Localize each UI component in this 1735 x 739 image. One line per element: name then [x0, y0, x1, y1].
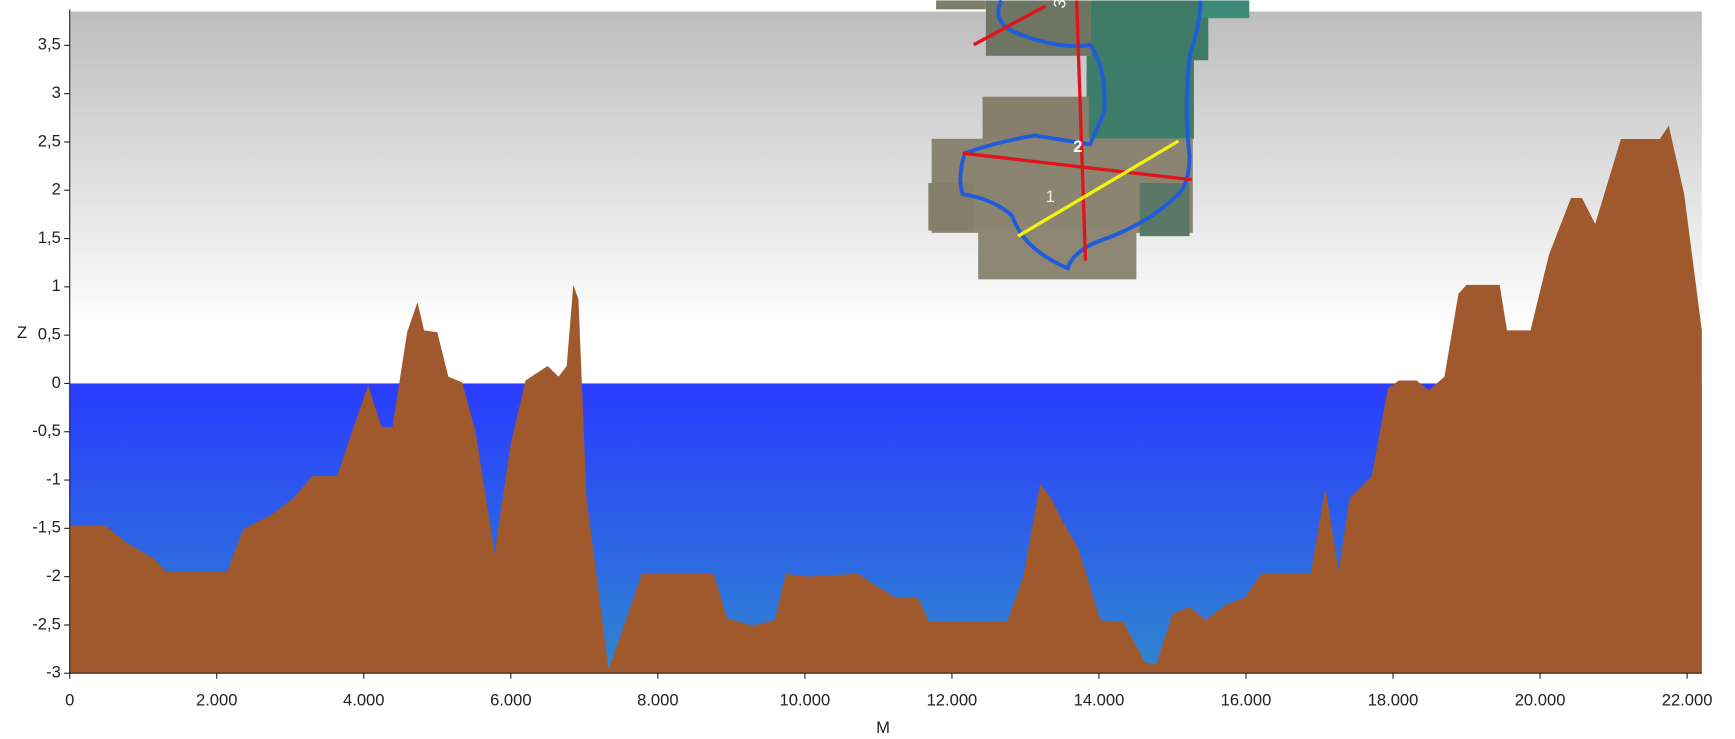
map-tile	[982, 96, 1089, 142]
inset-map: 1 2 3	[928, 0, 1250, 280]
section-line	[1017, 139, 1180, 238]
x-tick-label: 6.000	[490, 690, 532, 709]
y-tick-label: 0	[52, 373, 61, 392]
y-tick-label: -3	[46, 663, 61, 682]
y-tick-label: -2,5	[32, 614, 61, 633]
y-tick-label: -1,5	[32, 518, 61, 537]
y-tick-label: 2	[52, 180, 61, 199]
map-label: 3	[1050, 0, 1070, 10]
x-tick-label: 4.000	[343, 690, 384, 709]
section-line	[1074, 0, 1088, 261]
map-label: 2	[1073, 137, 1082, 156]
y-tick-label: 3	[52, 83, 61, 102]
x-tick-label: 8.000	[637, 690, 679, 709]
y-tick-label: 3,5	[38, 35, 61, 54]
plot-area	[69, 125, 1702, 674]
map-label: 1	[1046, 187, 1055, 206]
map-tile	[928, 183, 973, 231]
x-tick-label: 20.000	[1515, 690, 1566, 709]
y-axis-label: Z	[17, 323, 27, 342]
x-tick-label: 0	[65, 690, 74, 709]
section-line	[962, 151, 1192, 182]
y-tick-label: 2,5	[38, 131, 61, 150]
x-tick-label: 2.000	[196, 690, 238, 709]
y-tick-label: -2	[46, 566, 61, 585]
x-tick-label: 16.000	[1221, 690, 1272, 709]
x-tick-label: 12.000	[927, 690, 978, 709]
x-tick-label: 18.000	[1368, 690, 1419, 709]
y-tick-label: 0,5	[38, 325, 61, 344]
x-tick-label: 14.000	[1074, 690, 1125, 709]
y-tick-label: 1,5	[38, 228, 61, 247]
x-tick-label: 10.000	[780, 690, 831, 709]
y-tick-label: -1	[46, 469, 61, 488]
map-boundary	[958, 0, 1203, 271]
y-tick-label: -0,5	[32, 421, 61, 440]
x-axis-label: M	[876, 718, 890, 737]
map-tile	[1091, 0, 1209, 61]
map-tile	[936, 0, 986, 10]
terrain-area	[69, 125, 1702, 674]
y-tick-label: 1	[52, 276, 61, 295]
section-line	[972, 4, 1047, 47]
x-tick-label: 22.000	[1662, 690, 1713, 709]
map-tile	[1200, 0, 1250, 19]
